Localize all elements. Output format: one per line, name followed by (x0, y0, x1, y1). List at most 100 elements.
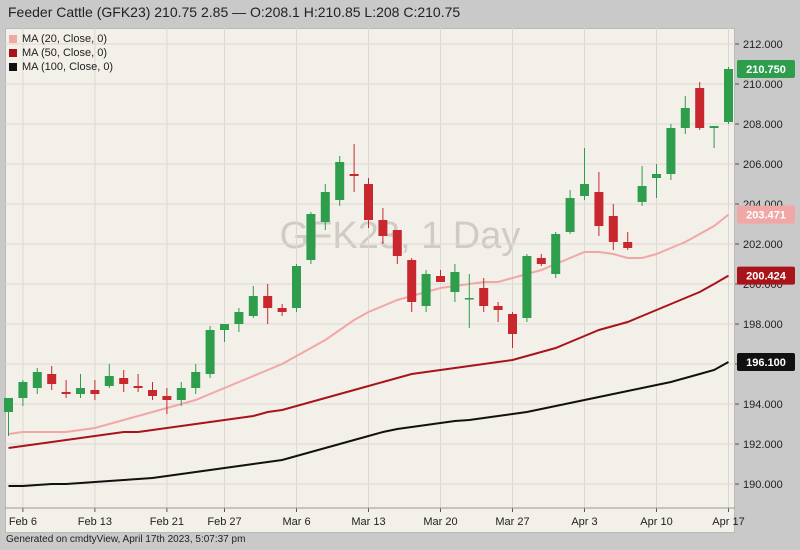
candle-body (320, 192, 330, 222)
candle-body (4, 398, 13, 412)
candle-body (148, 390, 157, 396)
price-marker-label: 210.750 (746, 64, 786, 76)
candle-body (32, 372, 42, 388)
price-marker-box (737, 205, 795, 224)
legend-label: MA (100, Close, 0) (22, 61, 114, 73)
candle-body (680, 108, 690, 128)
y-tick-label: 192.000 (743, 439, 783, 451)
moving-average-lines (8, 213, 730, 487)
candle-body (608, 216, 618, 242)
price-marker-label: 196.100 (746, 357, 786, 369)
candle-body (335, 162, 345, 200)
candle-body (724, 69, 733, 122)
legend-item-ma50: MA (50, Close, 0) (9, 46, 113, 60)
candle-body (61, 392, 71, 394)
x-tick-label: Apr 3 (571, 516, 597, 528)
candles (4, 67, 733, 436)
legend-label: MA (50, Close, 0) (22, 47, 107, 59)
ma-line-0 (8, 213, 730, 435)
x-tick-label: Feb 13 (78, 516, 112, 528)
x-tick-label: Feb 21 (150, 516, 184, 528)
price-marker-label: 203.471 (746, 210, 786, 222)
candle-body (162, 396, 172, 400)
candle-body (104, 376, 114, 386)
candle-body (176, 388, 186, 400)
y-tick-label: 212.000 (743, 39, 783, 51)
candle-body (90, 390, 100, 394)
candle-body (580, 184, 589, 196)
ma-line-1 (8, 274, 730, 449)
candle-body (450, 272, 460, 292)
chart-panel[interactable] (5, 28, 735, 533)
legend-swatch (9, 49, 17, 57)
x-tick-label: Feb 6 (9, 516, 37, 528)
y-tick-label: 202.000 (743, 239, 783, 251)
x-tick-label: Mar 27 (495, 516, 529, 528)
ma-line-2 (8, 361, 729, 487)
candle-body (551, 234, 561, 274)
candle-body (421, 274, 431, 306)
chart-legend: MA (20, Close, 0) MA (50, Close, 0) MA (… (9, 32, 113, 74)
y-tick-label: 198.000 (743, 319, 783, 331)
candle-body (133, 386, 143, 388)
y-tick-label: 194.000 (743, 399, 783, 411)
price-markers: 210.750 203.471 200.424 196.100 (737, 60, 795, 371)
candle-body (263, 296, 273, 308)
footer-text: Generated on cmdtyView, April 17th 2023,… (6, 534, 246, 545)
candle-body (306, 214, 316, 260)
y-tick-label: 206.000 (743, 159, 783, 171)
legend-swatch (9, 35, 17, 43)
candle-body (565, 198, 575, 232)
candle-body (220, 324, 229, 330)
candle-body (191, 372, 201, 388)
y-axis: 212.000210.000208.000206.000204.000202.0… (735, 39, 783, 491)
candle-body (234, 312, 244, 324)
price-marker-box (737, 266, 795, 285)
candle-body (248, 296, 258, 316)
x-tick-label: Mar 13 (351, 516, 385, 528)
x-tick-label: Feb 27 (207, 516, 241, 528)
candle-body (205, 330, 215, 374)
x-tick-label: Mar 20 (423, 516, 457, 528)
candle-body (522, 256, 532, 318)
candle-body (378, 220, 388, 236)
legend-label: MA (20, Close, 0) (22, 33, 107, 45)
chart-title: Feeder Cattle (GFK23) 210.75 2.85 — O:20… (8, 4, 461, 20)
x-tick-label: Apr 17 (712, 516, 744, 528)
candle-body (436, 276, 445, 282)
x-axis: Feb 6 Feb 13 Feb 21 Feb 27 Mar 6 Mar 13 Mar 20… (5, 507, 745, 528)
candle-body (392, 230, 402, 256)
y-tick-label: 208.000 (743, 119, 783, 131)
x-tick-label: Apr 10 (640, 516, 672, 528)
candle-body (18, 382, 28, 398)
candle-body (292, 266, 301, 308)
candle-body (364, 184, 373, 220)
candle-body (709, 126, 719, 128)
candle-body (637, 186, 647, 202)
candle-body (666, 128, 676, 174)
candle-body (277, 308, 287, 312)
y-tick-label: 190.000 (743, 479, 783, 491)
candle-body (119, 378, 129, 384)
candle-body (695, 88, 705, 128)
candle-body (623, 242, 633, 248)
candle-body (479, 288, 489, 306)
candle-body (536, 258, 546, 264)
legend-item-ma100: MA (100, Close, 0) (9, 60, 113, 74)
candle-body (594, 192, 604, 226)
y-tick-label: 210.000 (743, 79, 783, 91)
price-marker-box (737, 60, 795, 78)
legend-swatch (9, 63, 17, 71)
candle-body (76, 388, 85, 394)
price-marker-label: 200.424 (746, 271, 787, 283)
candle-body (493, 306, 503, 310)
candle-body (47, 374, 57, 384)
candle-body (349, 174, 359, 176)
legend-item-ma20: MA (20, Close, 0) (9, 32, 113, 46)
candle-body (407, 260, 417, 302)
x-tick-label: Mar 6 (282, 516, 310, 528)
candle-body (508, 314, 517, 334)
price-marker-box (737, 353, 795, 371)
candle-body (464, 298, 474, 300)
